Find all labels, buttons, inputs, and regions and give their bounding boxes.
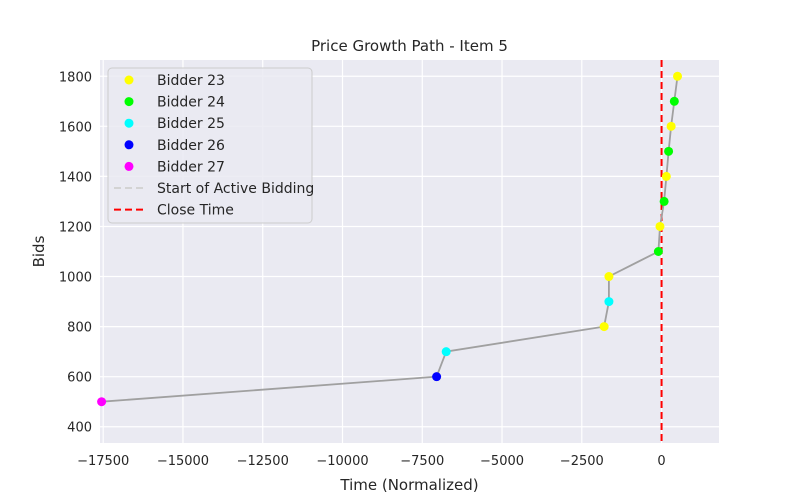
bid-point <box>673 71 683 81</box>
legend-label: Bidder 24 <box>157 95 225 111</box>
legend-box <box>107 67 313 224</box>
bid-point <box>664 146 674 156</box>
legend-marker <box>124 97 134 107</box>
x-tick-label: −12500 <box>237 454 289 469</box>
x-axis-ticks: −17500 −15000 −12500 −10000 −7500 −5000 −2500 0 <box>77 454 666 469</box>
y-tick-label: 1800 <box>59 70 92 85</box>
y-tick-label: 600 <box>67 371 92 386</box>
bid-point <box>97 397 107 407</box>
legend-marker <box>124 75 134 85</box>
legend-label: Bidder 23 <box>157 73 225 89</box>
bid-point <box>659 196 669 206</box>
legend-label: Close Time <box>157 203 234 219</box>
y-tick-label: 1400 <box>59 170 92 185</box>
legend-marker <box>124 161 134 171</box>
bid-point <box>666 121 676 131</box>
y-tick-label: 1600 <box>59 120 92 135</box>
bid-point <box>432 372 442 382</box>
y-tick-label: 1200 <box>59 220 92 235</box>
legend-label: Bidder 25 <box>157 116 225 132</box>
x-tick-label: −15000 <box>157 454 209 469</box>
bid-point <box>604 272 614 282</box>
y-tick-label: 800 <box>67 321 92 336</box>
bid-point <box>441 347 451 357</box>
legend-marker <box>124 140 134 150</box>
bid-point <box>669 96 679 106</box>
x-tick-label: −7500 <box>400 454 444 469</box>
y-tick-label: 1000 <box>59 271 92 286</box>
y-tick-label: 400 <box>67 421 92 436</box>
y-axis-ticks: 400 600 800 1000 1200 1400 1600 1800 <box>59 70 92 435</box>
x-tick-label: −2500 <box>560 454 604 469</box>
x-tick-label: −5000 <box>480 454 524 469</box>
x-axis-label: Time (Normalized) <box>339 476 478 494</box>
x-tick-label: 0 <box>657 454 665 469</box>
data-points <box>97 71 683 407</box>
bid-point <box>604 297 614 307</box>
y-axis-label: Bids <box>30 235 48 267</box>
bid-point <box>655 221 665 231</box>
x-tick-label: −10000 <box>316 454 368 469</box>
legend: Bidder 23 Bidder 24 Bidder 25 Bidder 26 Bidd… <box>107 67 314 224</box>
bid-point <box>599 322 609 332</box>
legend-marker <box>124 118 134 128</box>
chart-title: Price Growth Path - Item 5 <box>311 37 508 55</box>
x-tick-label: −17500 <box>77 454 129 469</box>
bid-point <box>661 171 671 181</box>
bid-point <box>653 247 663 256</box>
legend-label: Bidder 27 <box>157 159 225 175</box>
legend-label: Start of Active Bidding <box>157 181 314 197</box>
legend-label: Bidder 26 <box>157 138 225 154</box>
